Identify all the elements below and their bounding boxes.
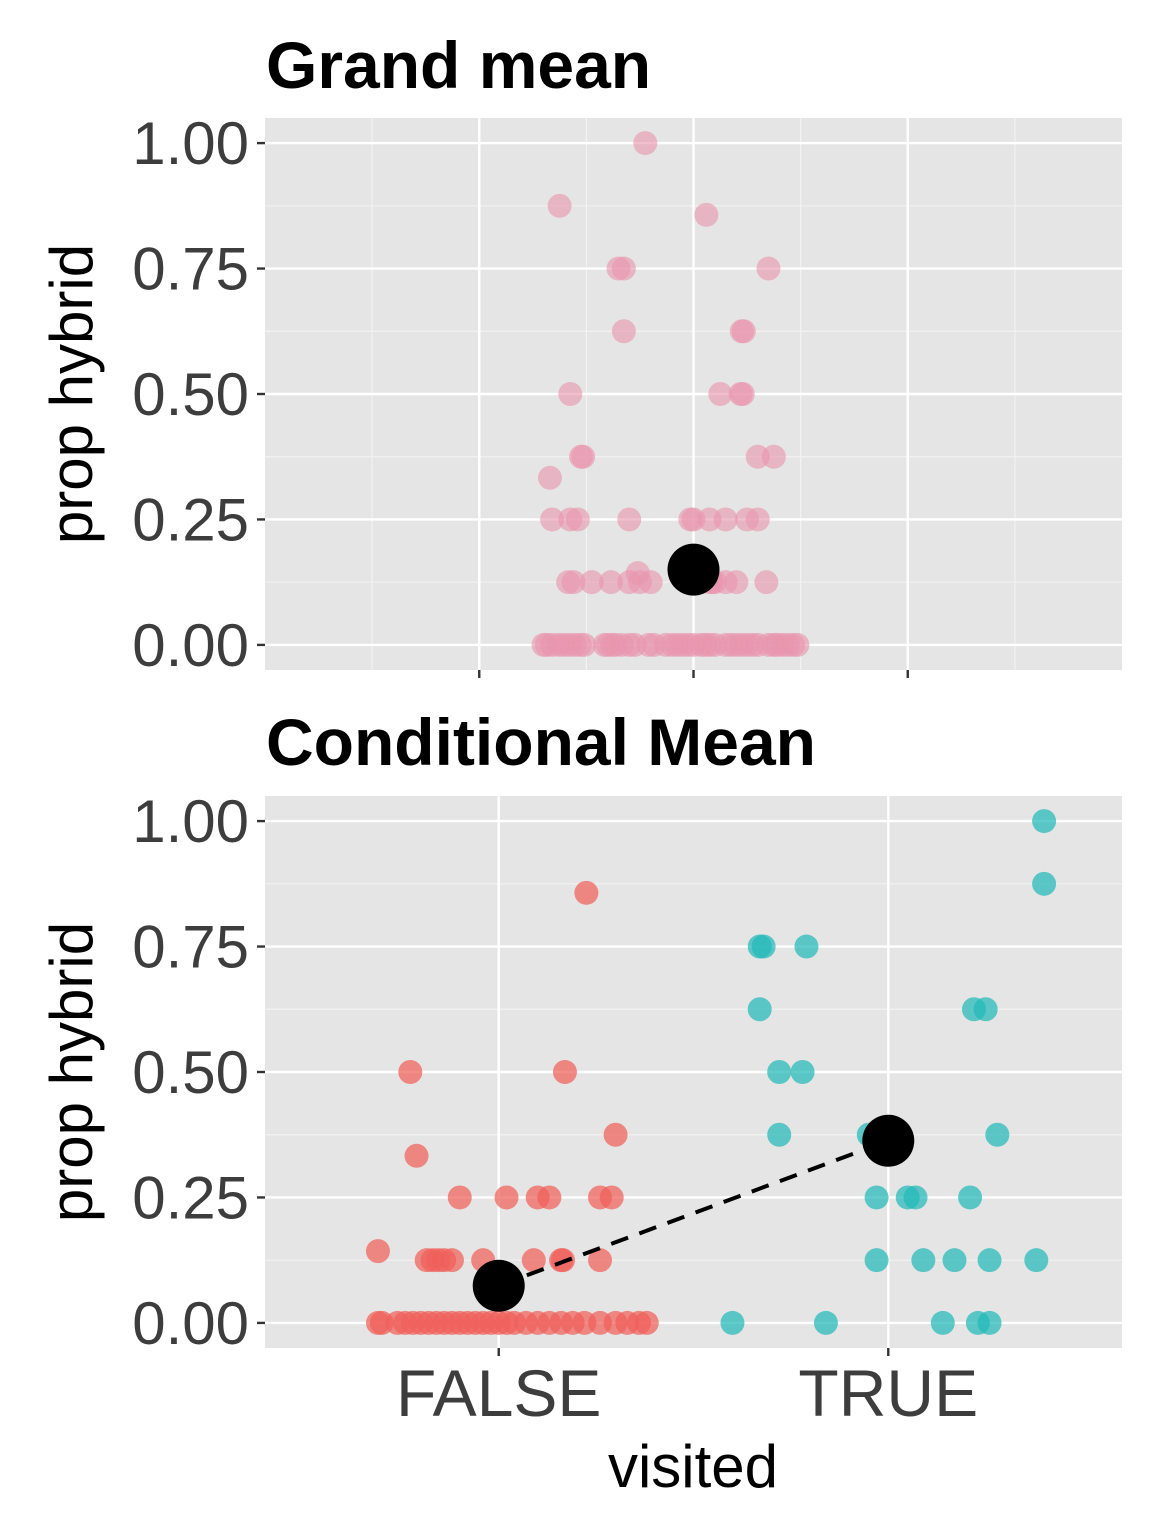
data-point (547, 193, 572, 218)
data-point (572, 632, 597, 657)
y-tick-label: 0.00 (132, 1290, 249, 1357)
data-point (745, 507, 770, 532)
data-point (903, 1185, 928, 1210)
data-point (730, 382, 755, 406)
data-point (634, 1310, 659, 1335)
data-point (790, 1060, 815, 1084)
data-point (864, 1185, 889, 1210)
data-point (977, 1248, 1002, 1273)
grand-mean-axes: 0.00 0.25 0.50 0.75 1.00 (132, 110, 909, 679)
data-point (911, 1248, 936, 1273)
data-point (588, 1248, 613, 1273)
data-point (521, 1248, 546, 1273)
grand-mean-title: Grand mean (266, 28, 651, 102)
mean-connector-line (498, 1138, 889, 1288)
data-point (537, 465, 562, 490)
data-point (561, 570, 586, 595)
data-point (761, 444, 786, 469)
data-point (754, 570, 779, 595)
data-point (599, 570, 624, 595)
data-point (747, 997, 772, 1022)
data-point (930, 1310, 955, 1335)
y-tick-label: 0.50 (132, 361, 249, 428)
x-tick-label: FALSE (396, 1356, 601, 1430)
data-point (494, 1185, 519, 1210)
data-point (1032, 809, 1057, 834)
data-point (599, 1185, 624, 1210)
y-tick-label: 0.75 (132, 236, 249, 303)
data-point (756, 256, 781, 281)
data-point (574, 880, 599, 905)
data-point (785, 632, 810, 657)
data-point (713, 507, 738, 532)
data-point (767, 1060, 792, 1084)
data-point (720, 1310, 745, 1335)
y-tick-label: 0.75 (132, 914, 249, 981)
y-tick-label: 0.50 (132, 1039, 249, 1106)
data-point (611, 319, 636, 344)
data-point (942, 1248, 967, 1273)
data-point (611, 256, 636, 281)
data-point (617, 507, 642, 532)
data-point (633, 131, 658, 156)
data-point (708, 382, 733, 406)
y-tick-label: 1.00 (132, 788, 249, 855)
data-point (694, 202, 719, 227)
mean-point (667, 543, 720, 596)
data-point (603, 1122, 628, 1147)
y-tick-label: 0.00 (132, 612, 249, 679)
data-point (973, 997, 998, 1022)
data-point (398, 1060, 423, 1084)
conditional-mean-points (365, 809, 1057, 1335)
data-point (864, 1248, 889, 1273)
data-point (813, 1310, 838, 1335)
data-point (447, 1185, 472, 1210)
data-point (1024, 1248, 1049, 1273)
data-point (977, 1310, 1002, 1335)
data-point (579, 570, 604, 595)
y-tick-label: 0.25 (132, 1164, 249, 1231)
data-point (638, 570, 663, 595)
data-point (552, 1060, 577, 1084)
x-tick-label: TRUE (798, 1356, 978, 1430)
conditional-mean-axes: 0.00 0.25 0.50 0.75 1.00 FALSE TRUE (132, 788, 978, 1430)
data-point (767, 1122, 792, 1147)
y-tick-label: 1.00 (132, 110, 249, 177)
conditional-mean-title: Conditional Mean (266, 705, 816, 779)
data-point (571, 444, 596, 469)
data-point (365, 1239, 390, 1264)
data-point (537, 1185, 562, 1210)
y-tick-label: 0.25 (132, 486, 249, 553)
data-point (565, 507, 590, 532)
grand-mean-points (531, 131, 810, 657)
data-point (958, 1185, 983, 1210)
data-point (404, 1143, 429, 1168)
data-point (1032, 871, 1057, 896)
mean-point-false (472, 1259, 525, 1312)
mean-point-true (862, 1114, 915, 1167)
data-point (985, 1122, 1010, 1147)
conditional-mean-y-axis-label: prop hybrid (38, 922, 105, 1222)
data-point (558, 382, 583, 406)
x-axis-label: visited (608, 1433, 778, 1500)
data-point (794, 934, 819, 959)
conditional-mean-gridlines (265, 796, 1122, 1348)
data-point (731, 319, 756, 344)
data-point (540, 507, 565, 532)
data-point (724, 570, 749, 595)
grand-mean-y-axis-label: prop hybrid (38, 244, 105, 544)
data-point (439, 1248, 464, 1273)
data-point (751, 934, 776, 959)
